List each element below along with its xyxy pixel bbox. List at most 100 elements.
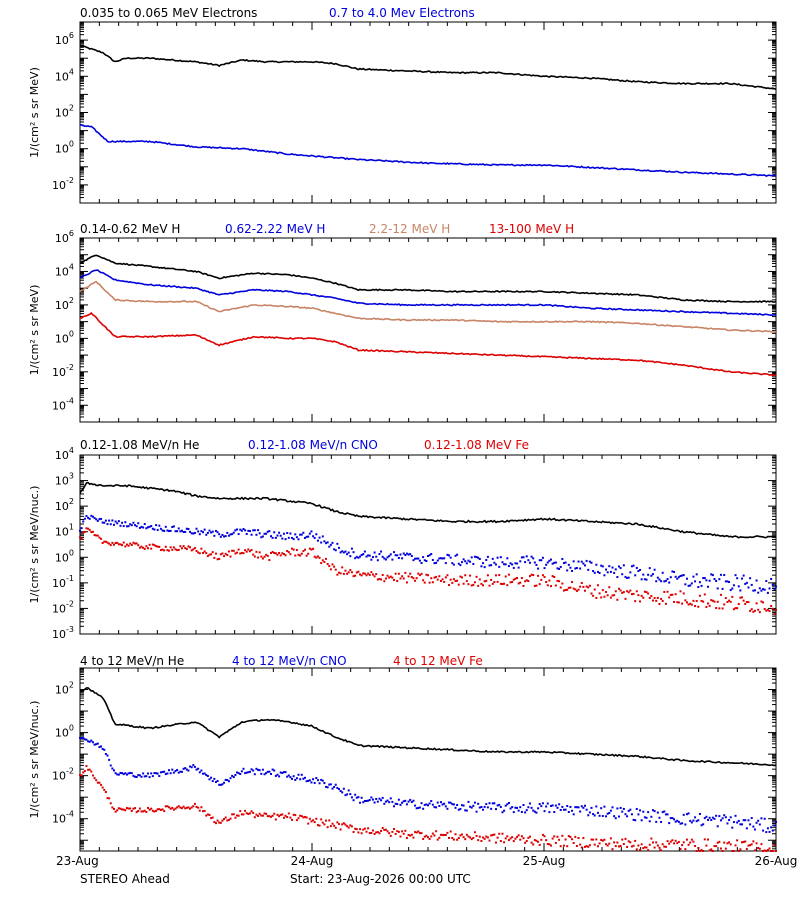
data-point	[673, 600, 676, 603]
data-point	[626, 845, 629, 848]
data-point	[155, 545, 158, 548]
data-point	[140, 545, 143, 548]
data-point	[231, 549, 234, 552]
data-point	[142, 810, 145, 813]
data-point	[210, 776, 213, 779]
data-point	[760, 843, 763, 846]
data-point	[546, 842, 549, 845]
data-point	[687, 584, 690, 587]
series-line	[79, 280, 777, 333]
data-point	[460, 561, 463, 564]
data-point	[551, 837, 554, 840]
data-point	[509, 581, 512, 584]
data-point	[253, 816, 256, 819]
data-point	[282, 532, 285, 535]
data-point	[747, 601, 750, 604]
data-point	[174, 770, 177, 773]
data-point	[333, 824, 336, 827]
data-point	[660, 820, 663, 823]
data-point	[213, 821, 216, 824]
data-point	[498, 565, 501, 568]
data-point	[601, 839, 604, 842]
data-point	[342, 787, 345, 790]
data-point	[341, 823, 344, 826]
data-point	[153, 810, 156, 813]
data-point	[138, 546, 141, 549]
data-point	[163, 529, 166, 532]
data-point	[580, 846, 583, 849]
data-point	[412, 799, 415, 802]
data-point	[673, 570, 676, 573]
data-point	[681, 822, 684, 825]
data-point	[307, 822, 310, 825]
data-point	[773, 587, 776, 590]
data-point	[656, 596, 659, 599]
data-point	[520, 810, 523, 813]
y-axis-label: 1/(cm² s sr MeV/nuc.)	[28, 486, 41, 604]
data-point	[692, 840, 695, 843]
data-point	[224, 816, 227, 819]
data-point	[571, 581, 574, 584]
data-point	[108, 758, 111, 761]
data-point	[645, 578, 648, 581]
data-point	[214, 822, 217, 825]
data-point	[677, 820, 680, 823]
data-point	[592, 838, 595, 841]
data-point	[177, 548, 180, 551]
data-point	[559, 845, 562, 848]
data-point	[134, 775, 137, 778]
data-point	[122, 541, 125, 544]
data-point	[541, 574, 544, 577]
data-point	[732, 584, 735, 587]
data-point	[310, 820, 313, 823]
y-tick-label: 100	[55, 329, 74, 345]
data-point	[342, 822, 345, 825]
data-point	[206, 813, 209, 816]
data-point	[616, 807, 619, 810]
data-point	[334, 783, 337, 786]
data-point	[698, 812, 701, 815]
data-point	[383, 580, 386, 583]
data-point	[223, 535, 226, 538]
data-point	[506, 584, 509, 587]
data-point	[480, 805, 483, 808]
data-point	[79, 529, 81, 532]
data-point	[503, 841, 506, 844]
data-point	[91, 530, 94, 533]
data-point	[252, 553, 255, 556]
data-point	[721, 607, 724, 610]
data-point	[148, 776, 151, 779]
data-point	[451, 803, 454, 806]
data-point	[535, 811, 538, 814]
data-point	[444, 576, 447, 579]
data-point	[247, 548, 250, 551]
data-point	[592, 594, 595, 597]
data-point	[132, 541, 135, 544]
data-point	[289, 776, 292, 779]
data-point	[736, 821, 739, 824]
data-point	[140, 775, 143, 778]
data-point	[553, 561, 556, 564]
data-point	[420, 802, 423, 805]
data-point	[718, 578, 721, 581]
data-point	[119, 771, 122, 774]
data-point	[538, 559, 541, 562]
data-point	[257, 768, 260, 771]
data-point	[164, 805, 167, 808]
data-point	[192, 532, 195, 535]
data-point	[279, 534, 282, 537]
data-point	[449, 830, 452, 833]
data-point	[749, 609, 752, 612]
data-point	[232, 531, 235, 534]
data-point	[664, 813, 667, 816]
data-point	[271, 768, 274, 771]
data-point	[205, 814, 208, 817]
data-point	[726, 822, 729, 825]
data-point	[766, 849, 769, 852]
data-point	[755, 602, 758, 605]
data-point	[399, 835, 402, 838]
data-point	[477, 584, 480, 587]
data-point	[333, 548, 336, 551]
data-point	[524, 580, 527, 583]
data-point	[689, 841, 692, 844]
